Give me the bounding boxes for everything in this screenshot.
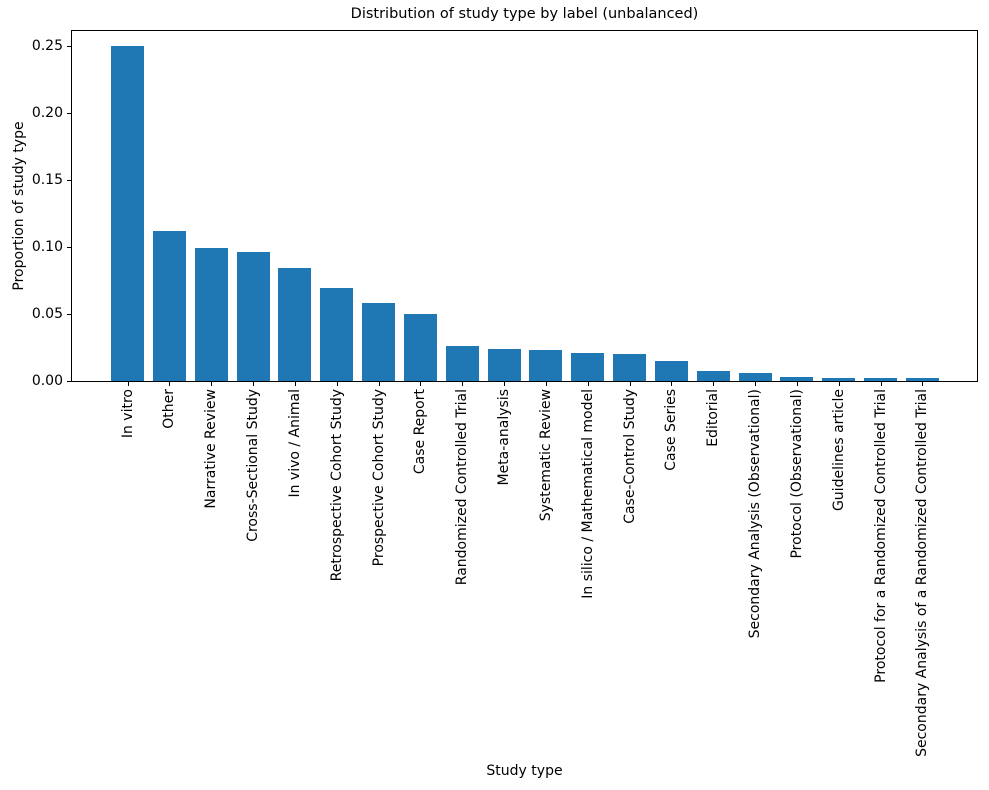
- bar: [194, 248, 228, 382]
- x-tick: [922, 382, 924, 386]
- x-tick: [587, 382, 589, 386]
- bar: [696, 371, 730, 382]
- bar: [152, 231, 186, 382]
- x-tick-label: Other: [161, 389, 178, 429]
- y-tick: [67, 247, 71, 248]
- bar: [487, 349, 521, 382]
- x-tick: [796, 382, 798, 386]
- x-tick-label: Retrospective Cohort Study: [328, 389, 345, 582]
- y-tick-label: 0.15: [31, 172, 63, 188]
- x-tick: [169, 382, 171, 386]
- y-tick: [67, 180, 71, 181]
- bar: [905, 378, 939, 382]
- bar: [780, 377, 814, 382]
- bar: [403, 314, 437, 382]
- y-tick: [67, 46, 71, 47]
- x-tick-label: Case-Control Study: [621, 389, 638, 524]
- x-tick-label: Meta-analysis: [496, 389, 513, 486]
- x-tick: [336, 382, 338, 386]
- y-tick-label: 0.00: [31, 373, 63, 389]
- y-tick-label: 0.05: [31, 306, 63, 322]
- x-tick: [253, 382, 255, 386]
- x-tick-label: Protocol (Observational): [788, 389, 805, 559]
- y-tick: [67, 381, 71, 382]
- x-tick-label: Protocol for a Randomized Controlled Tri…: [872, 389, 889, 683]
- x-tick: [755, 382, 757, 386]
- x-tick: [462, 382, 464, 386]
- y-axis-label: Proportion of study type: [11, 121, 27, 291]
- x-tick-label: In vitro: [119, 389, 136, 439]
- bar: [571, 353, 605, 382]
- x-tick: [420, 382, 422, 386]
- y-tick-label: 0.25: [31, 38, 63, 54]
- x-tick: [629, 382, 631, 386]
- x-tick: [378, 382, 380, 386]
- x-tick-label: Case Report: [412, 389, 429, 475]
- x-tick-label: Guidelines article: [830, 389, 847, 512]
- x-tick: [671, 382, 673, 386]
- bar: [320, 288, 354, 382]
- x-tick-label: Case Series: [663, 389, 680, 471]
- bar: [864, 378, 898, 382]
- bar: [738, 373, 772, 382]
- bar: [362, 303, 396, 382]
- x-tick-label: Narrative Review: [203, 389, 220, 509]
- x-tick-label: In vivo / Animal: [286, 389, 303, 498]
- x-tick-label: Randomized Controlled Trial: [454, 389, 471, 586]
- x-tick: [294, 382, 296, 386]
- bar: [111, 46, 144, 382]
- x-tick: [545, 382, 547, 386]
- bar: [445, 346, 479, 382]
- y-tick-label: 0.10: [31, 239, 63, 255]
- bar: [613, 354, 647, 382]
- chart-title: Distribution of study type by label (unb…: [350, 6, 699, 22]
- y-tick-label: 0.20: [31, 105, 63, 121]
- bar: [654, 361, 688, 382]
- x-tick: [504, 382, 506, 386]
- x-tick: [211, 382, 213, 386]
- x-tick-label: Secondary Analysis of a Randomized Contr…: [914, 389, 931, 757]
- x-tick-label: In silico / Mathematical model: [579, 389, 596, 599]
- x-tick-label: Prospective Cohort Study: [370, 389, 387, 567]
- x-axis-label: Study type: [486, 763, 563, 779]
- bar: [529, 350, 563, 382]
- bar: [278, 268, 312, 382]
- x-tick-label: Secondary Analysis (Observational): [747, 389, 764, 639]
- x-tick: [127, 382, 129, 386]
- x-tick: [838, 382, 840, 386]
- bar: [822, 378, 856, 382]
- x-tick: [713, 382, 715, 386]
- x-tick-label: Editorial: [705, 389, 722, 447]
- x-tick-label: Systematic Review: [537, 389, 554, 522]
- y-tick: [67, 314, 71, 315]
- bar: [236, 252, 270, 382]
- x-tick: [880, 382, 882, 386]
- y-tick: [67, 113, 71, 114]
- x-tick-label: Cross-Sectional Study: [245, 389, 262, 542]
